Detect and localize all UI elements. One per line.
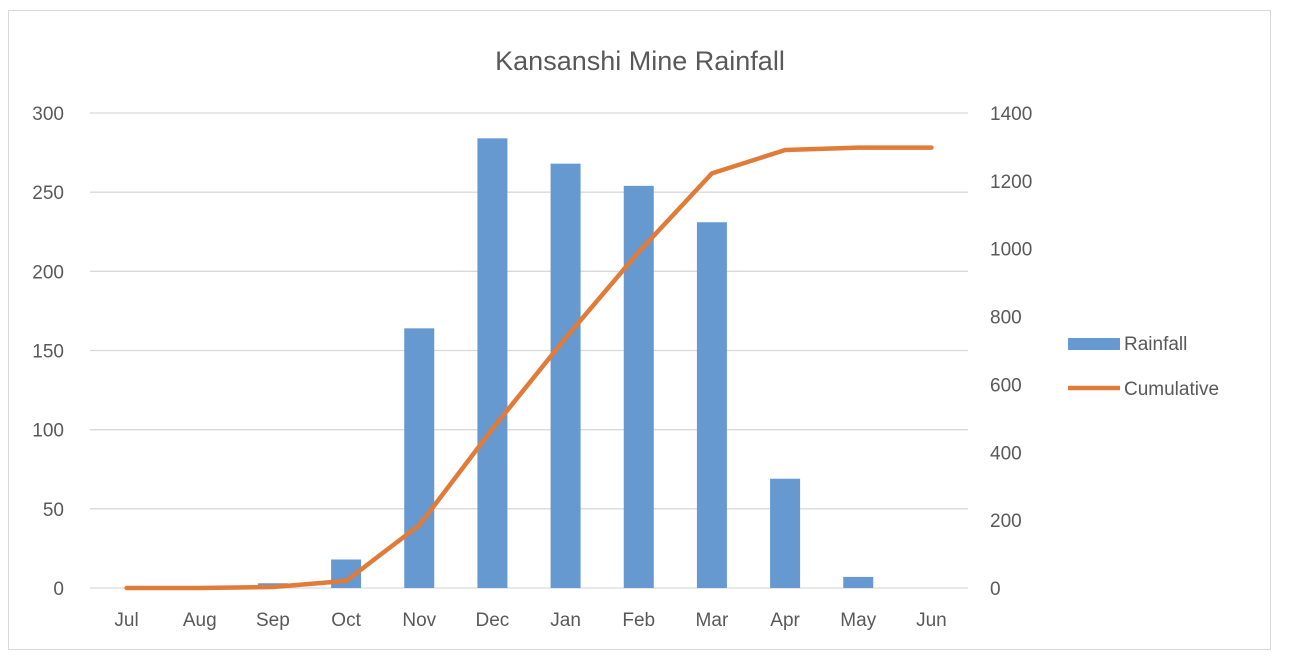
left-axis-tick-label: 300: [32, 104, 64, 125]
x-axis-label: Dec: [476, 610, 510, 631]
right-axis-tick-label: 0: [990, 579, 1001, 600]
left-axis-tick-label: 0: [53, 579, 64, 600]
right-axis-tick-label: 400: [990, 443, 1022, 464]
legend-rainfall-label: Rainfall: [1124, 334, 1187, 355]
bar-jan: [550, 163, 581, 588]
left-axis-tick-label: 150: [32, 342, 64, 363]
rainfall-bars: [257, 138, 874, 589]
right-axis-tick-label: 800: [990, 308, 1022, 329]
x-axis-label: Feb: [622, 610, 655, 631]
left-axis-tick-label: 250: [32, 183, 64, 204]
legend-rainfall-swatch: [1068, 338, 1120, 350]
x-axis-label: Sep: [256, 610, 290, 631]
cumulative-line: [124, 145, 934, 591]
right-axis-tick-label: 200: [990, 511, 1022, 532]
left-axis-tick-label: 200: [32, 262, 64, 283]
x-axis-label: Aug: [183, 610, 217, 631]
x-axis-label: Jan: [550, 610, 581, 631]
x-axis-label: Jun: [916, 610, 947, 631]
right-axis-ticks: 0 200 400 600 800 1000 1200 1400: [990, 104, 1032, 600]
chart-title: Kansanshi Mine Rainfall: [495, 46, 785, 76]
bar-feb: [623, 185, 654, 589]
legend: Rainfall Cumulative: [1068, 334, 1219, 400]
x-axis-label: Apr: [770, 610, 800, 631]
x-axis-labels: Jul Aug Sep Oct Nov Dec Jan Feb Mar Apr May Jun: [114, 610, 946, 631]
left-axis-tick-label: 100: [32, 421, 64, 442]
left-axis-ticks: 0 50 100 150 200 250 300: [32, 104, 64, 600]
bar-apr: [770, 478, 801, 588]
right-axis-tick-label: 600: [990, 375, 1022, 396]
right-axis-tick-label: 1000: [990, 240, 1032, 261]
bar-mar: [696, 222, 727, 588]
x-axis-label: Jul: [114, 610, 138, 631]
bar-may: [843, 576, 874, 588]
bar-dec: [477, 138, 508, 589]
right-axis-tick-label: 1400: [990, 104, 1032, 125]
x-axis-label: Oct: [331, 610, 361, 631]
grid-lines: [90, 112, 968, 589]
cumulative-line-group: [124, 145, 934, 591]
x-axis-label: Nov: [402, 610, 436, 631]
legend-cumulative-label: Cumulative: [1124, 379, 1219, 400]
right-axis-tick-label: 1200: [990, 172, 1032, 193]
x-axis-label: Mar: [696, 610, 729, 631]
x-axis-label: May: [840, 610, 876, 631]
left-axis-tick-label: 50: [43, 500, 64, 521]
bar-nov: [404, 328, 435, 588]
